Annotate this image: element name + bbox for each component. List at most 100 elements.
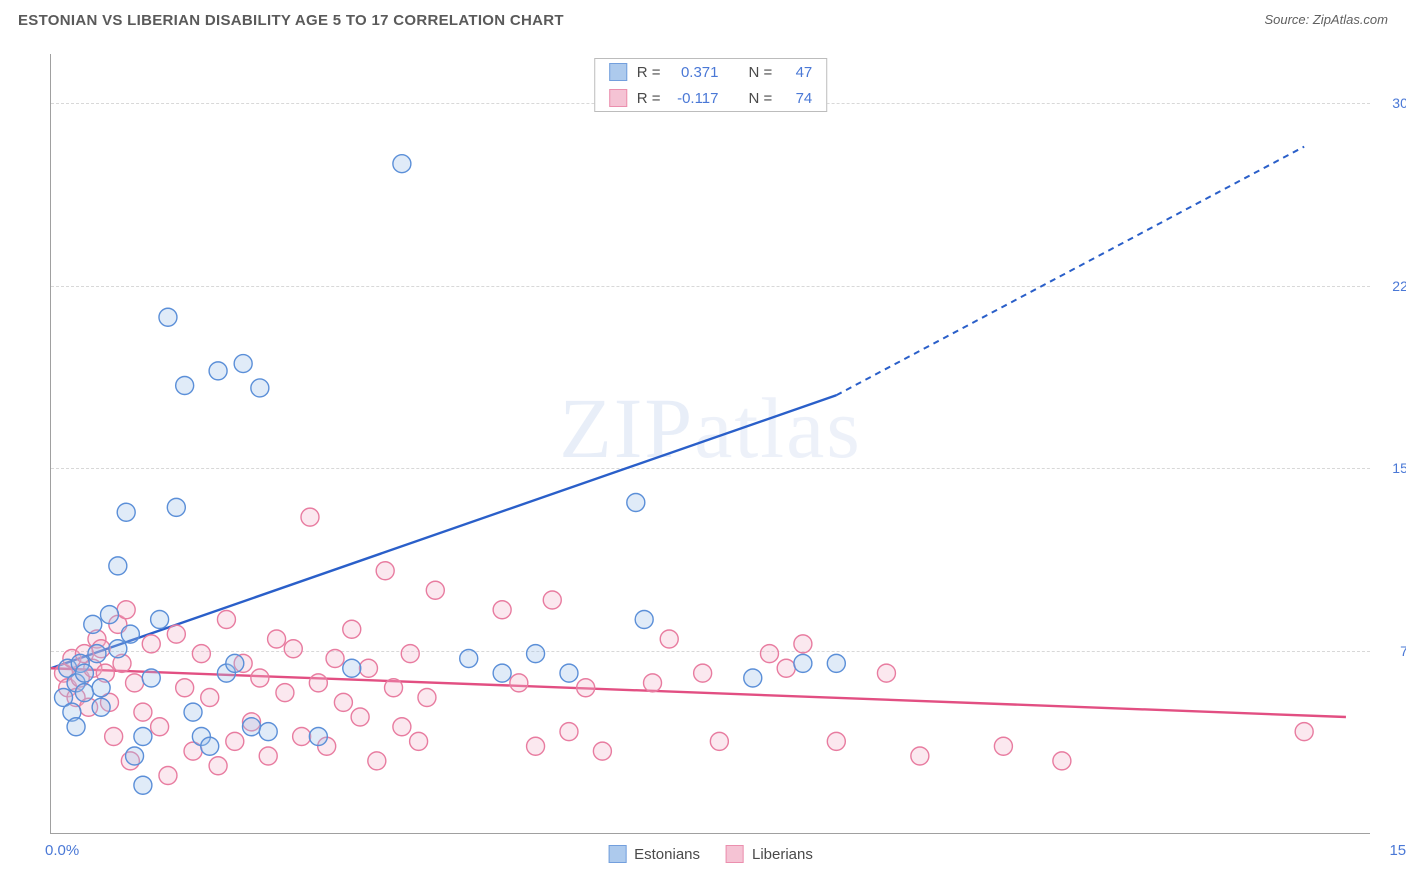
data-point xyxy=(142,669,160,687)
data-point xyxy=(84,615,102,633)
swatch-estonians xyxy=(608,845,626,863)
data-point xyxy=(794,654,812,672)
data-point xyxy=(293,728,311,746)
data-point xyxy=(142,635,160,653)
data-point xyxy=(92,679,110,697)
chart-title: ESTONIAN VS LIBERIAN DISABILITY AGE 5 TO… xyxy=(18,12,564,29)
data-point xyxy=(694,664,712,682)
data-point xyxy=(393,155,411,173)
N-value-liberians: 74 xyxy=(782,90,812,107)
source-prefix: Source: xyxy=(1264,12,1312,27)
data-point xyxy=(994,737,1012,755)
N-label: N = xyxy=(749,64,773,81)
data-point xyxy=(393,718,411,736)
data-point xyxy=(259,723,277,741)
data-point xyxy=(184,703,202,721)
data-point xyxy=(226,732,244,750)
data-point xyxy=(243,718,261,736)
data-point xyxy=(67,718,85,736)
stats-legend: R = 0.371 N = 47 R = -0.117 N = 74 xyxy=(594,58,828,112)
data-point xyxy=(217,611,235,629)
y-tick-label: 30.0% xyxy=(1376,95,1406,111)
data-point xyxy=(426,581,444,599)
data-point xyxy=(577,679,595,697)
data-point xyxy=(660,630,678,648)
chart-plot-area: ZIPatlas 7.5%15.0%22.5%30.0% 0.0%15.0% R… xyxy=(50,54,1370,834)
data-point xyxy=(176,679,194,697)
data-point xyxy=(385,679,403,697)
data-point xyxy=(527,737,545,755)
data-point xyxy=(760,645,778,663)
trend-line xyxy=(51,395,836,668)
R-value-liberians: -0.117 xyxy=(671,90,719,107)
data-point xyxy=(376,562,394,580)
legend-label-estonians: Estonians xyxy=(634,846,700,863)
data-point xyxy=(134,776,152,794)
data-point xyxy=(176,377,194,395)
chart-svg xyxy=(51,54,1370,833)
data-point xyxy=(201,737,219,755)
data-point xyxy=(359,659,377,677)
data-point xyxy=(151,718,169,736)
data-point xyxy=(493,664,511,682)
legend-item-estonians: Estonians xyxy=(608,845,700,863)
data-point xyxy=(201,689,219,707)
data-point xyxy=(109,557,127,575)
data-point xyxy=(88,645,106,663)
data-point xyxy=(167,498,185,516)
data-point xyxy=(343,620,361,638)
stats-row-estonians: R = 0.371 N = 47 xyxy=(595,59,827,85)
data-point xyxy=(827,732,845,750)
data-point xyxy=(105,728,123,746)
data-point xyxy=(710,732,728,750)
data-point xyxy=(209,362,227,380)
data-point xyxy=(301,508,319,526)
data-point xyxy=(493,601,511,619)
data-point xyxy=(1053,752,1071,770)
data-point xyxy=(121,625,139,643)
data-point xyxy=(259,747,277,765)
legend-item-liberians: Liberians xyxy=(726,845,813,863)
data-point xyxy=(117,601,135,619)
data-point xyxy=(309,728,327,746)
swatch-liberians xyxy=(726,845,744,863)
data-point xyxy=(117,503,135,521)
R-label: R = xyxy=(637,64,661,81)
data-point xyxy=(334,693,352,711)
data-point xyxy=(209,757,227,775)
N-label: N = xyxy=(749,90,773,107)
data-point xyxy=(126,674,144,692)
data-point xyxy=(126,747,144,765)
data-point xyxy=(167,625,185,643)
data-point xyxy=(92,698,110,716)
data-point xyxy=(460,650,478,668)
data-point xyxy=(192,645,210,663)
data-point xyxy=(159,767,177,785)
swatch-estonians xyxy=(609,63,627,81)
source-attribution: Source: ZipAtlas.com xyxy=(1264,12,1388,27)
data-point xyxy=(543,591,561,609)
data-point xyxy=(309,674,327,692)
data-point xyxy=(418,689,436,707)
data-point xyxy=(401,645,419,663)
stats-row-liberians: R = -0.117 N = 74 xyxy=(595,85,827,111)
data-point xyxy=(560,723,578,741)
data-point xyxy=(593,742,611,760)
data-point xyxy=(911,747,929,765)
source-name: ZipAtlas.com xyxy=(1313,12,1388,27)
data-point xyxy=(635,611,653,629)
data-point xyxy=(351,708,369,726)
data-point xyxy=(75,684,93,702)
x-tick-label: 0.0% xyxy=(45,842,79,859)
data-point xyxy=(527,645,545,663)
data-point xyxy=(268,630,286,648)
data-point xyxy=(877,664,895,682)
data-point xyxy=(251,379,269,397)
x-tick-label: 15.0% xyxy=(1389,842,1406,859)
data-point xyxy=(560,664,578,682)
data-point xyxy=(151,611,169,629)
y-tick-label: 15.0% xyxy=(1376,460,1406,476)
series-legend: Estonians Liberians xyxy=(608,845,813,863)
data-point xyxy=(134,728,152,746)
data-point xyxy=(234,355,252,373)
